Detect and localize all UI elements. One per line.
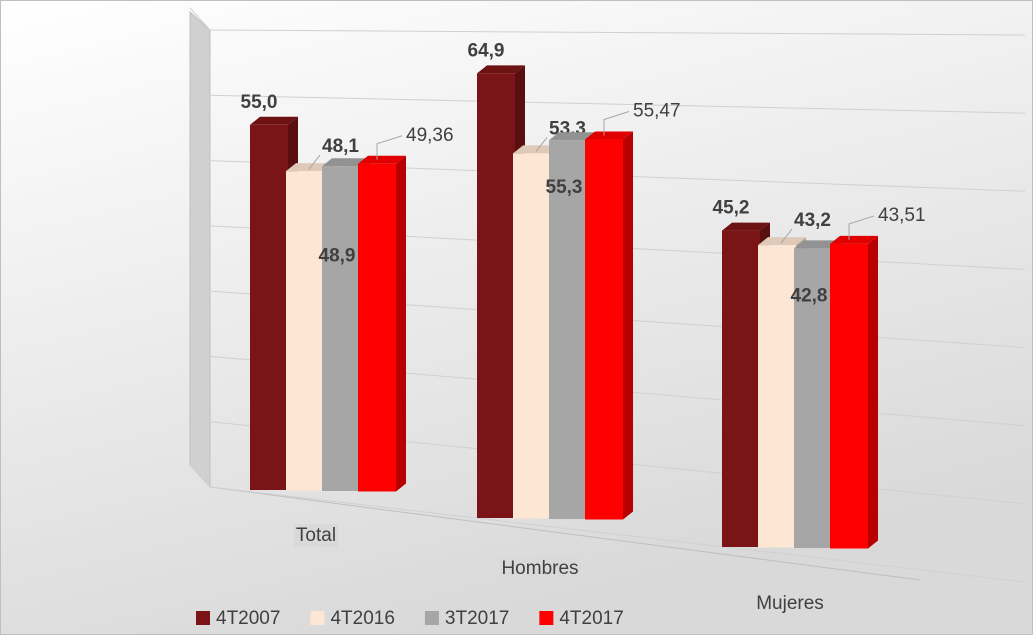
bar-side [868, 235, 878, 549]
bar [250, 124, 288, 491]
floor [209, 486, 921, 581]
bar [585, 139, 623, 520]
bar-side [623, 131, 633, 520]
data-label: 45,2 [713, 198, 750, 219]
leader-line [535, 137, 548, 152]
bar [758, 245, 796, 548]
data-label: 55,0 [241, 92, 278, 113]
x-tick-label: Total [296, 525, 336, 546]
bar [830, 243, 868, 549]
bar-top [585, 131, 633, 140]
leader-line [376, 135, 403, 160]
legend-swatch [424, 611, 439, 625]
label-box [293, 524, 339, 548]
bar-top [358, 155, 406, 164]
grid-line [189, 72, 1026, 114]
leader-line [308, 154, 321, 170]
leader-line [848, 215, 875, 240]
data-label: 43,51 [878, 205, 926, 226]
data-label: 55,47 [633, 101, 681, 122]
bar-side [396, 155, 406, 492]
data-label: 55,3 [546, 177, 583, 198]
bar [358, 163, 396, 492]
bar-top [477, 65, 525, 74]
leader-line [780, 228, 793, 244]
bar [513, 153, 551, 519]
legend-swatch [539, 611, 554, 625]
legend-label: 4T2017 [559, 608, 623, 629]
leader-line [603, 111, 630, 136]
bar-top [549, 132, 597, 141]
x-tick-label: Mujeres [756, 593, 824, 614]
label-box [499, 557, 581, 581]
data-label: 64,9 [468, 40, 505, 61]
bar-top [250, 116, 298, 125]
legend-swatch [310, 611, 325, 625]
data-label: 49,36 [406, 125, 454, 146]
legend-label: 3T2017 [445, 608, 509, 629]
grid-line [189, 7, 1026, 36]
legend-swatch [196, 611, 210, 625]
legend-label: 4T2016 [330, 608, 394, 629]
side-wall [189, 10, 211, 489]
legend-label: 4T2007 [216, 608, 280, 629]
bar [322, 166, 360, 491]
data-label: 48,1 [322, 136, 359, 157]
grid-line [189, 464, 1026, 583]
bar [477, 73, 515, 518]
bar-top [722, 222, 770, 231]
bar [286, 171, 324, 491]
label-box [754, 592, 826, 616]
bar-top [830, 235, 878, 244]
data-label: 42,8 [791, 285, 828, 306]
data-label: 48,9 [319, 245, 356, 266]
data-label: 43,2 [794, 210, 831, 231]
bar [549, 140, 587, 519]
bar [794, 248, 832, 548]
x-tick-label: Hombres [501, 558, 578, 579]
grid-line [189, 138, 1026, 192]
bar [722, 230, 760, 547]
